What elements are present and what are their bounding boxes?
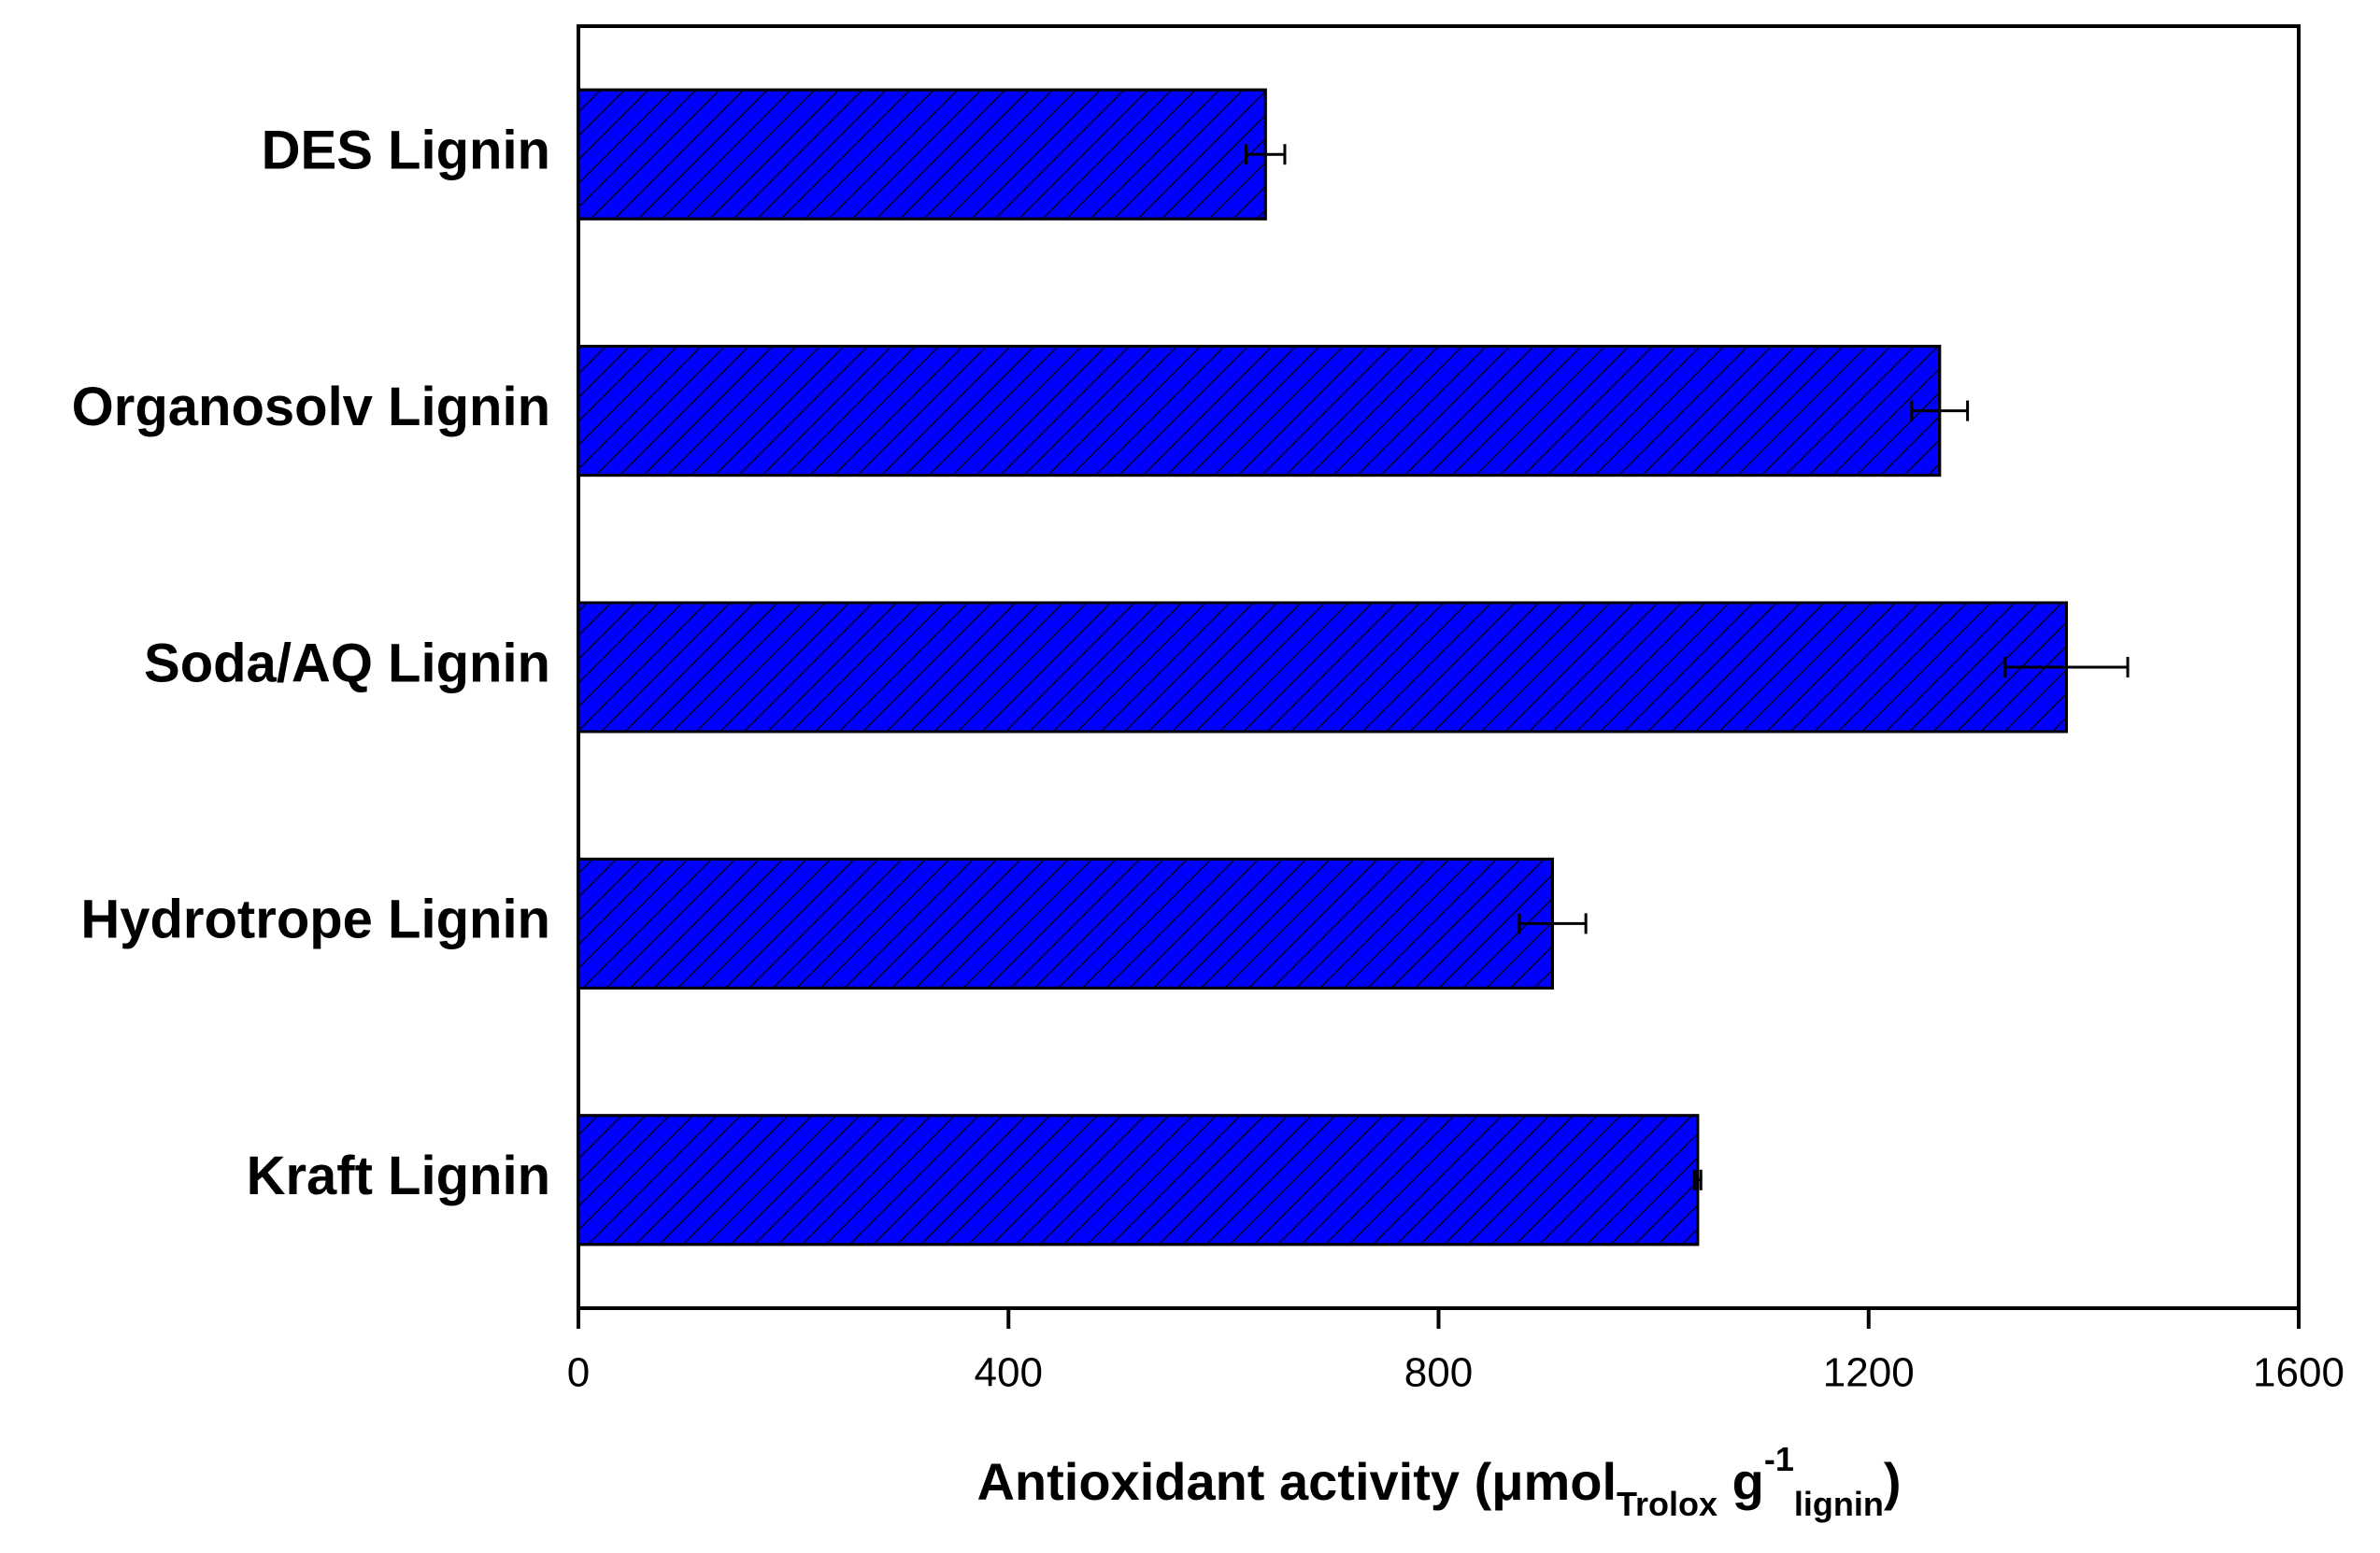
bar-hatch <box>577 88 1267 221</box>
x-axis-label: Antioxidant activity (μmolTrolox g-1lign… <box>976 1440 1901 1523</box>
bar-hatch <box>577 345 1942 477</box>
x-label-sub: Trolox <box>1617 1485 1717 1523</box>
y-tick-label: DES Lignin <box>262 121 550 181</box>
x-tick-label: 0 <box>567 1350 590 1396</box>
x-label-sup: -1 <box>1764 1440 1794 1478</box>
x-label-part: ) <box>1884 1452 1902 1511</box>
bar-hatch <box>577 857 1554 990</box>
x-tick-label: 800 <box>1404 1350 1473 1396</box>
x-tick-label: 1200 <box>1823 1350 1915 1396</box>
bar-hatch <box>577 601 2068 734</box>
x-label-part: Antioxidant activity (μmol <box>976 1452 1617 1511</box>
x-tick-label: 400 <box>975 1350 1043 1396</box>
x-label-sub: lignin <box>1794 1485 1884 1523</box>
y-tick-label: Kraft Lignin <box>247 1146 550 1206</box>
x-label-part: g <box>1717 1452 1764 1511</box>
bar-hatch <box>577 1114 1700 1247</box>
y-tick-label: Soda/AQ Lignin <box>144 633 550 693</box>
y-tick-label: Hydrotrope Lignin <box>80 890 550 950</box>
y-tick-label: Organosolv Lignin <box>72 377 550 437</box>
x-tick-label: 1600 <box>2253 1350 2344 1396</box>
